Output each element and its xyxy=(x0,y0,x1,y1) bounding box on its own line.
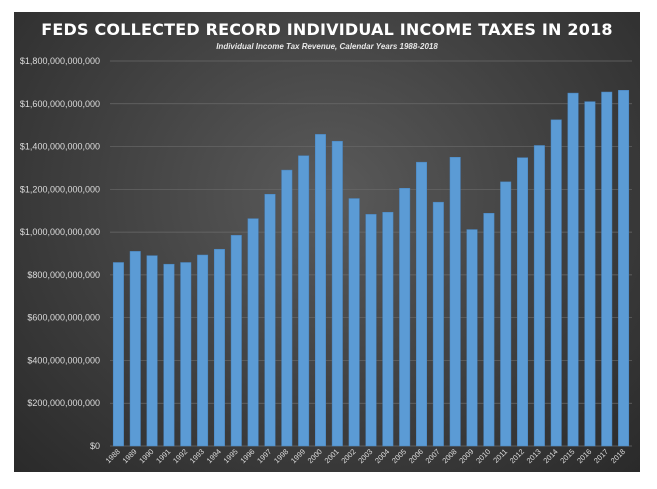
x-tick-label: 2000 xyxy=(306,447,324,465)
bar-2015 xyxy=(567,92,579,447)
bar-1991 xyxy=(163,263,175,447)
bar-1989 xyxy=(129,251,141,447)
bar-2010 xyxy=(483,213,495,447)
x-tick-label: 2003 xyxy=(356,447,374,465)
bar-2005 xyxy=(399,188,411,447)
x-tick-label: 2004 xyxy=(373,447,391,465)
x-tick-label: 2007 xyxy=(424,447,442,465)
x-tick-label: 2008 xyxy=(440,447,458,465)
x-tick-label: 1988 xyxy=(104,447,122,465)
x-tick-label: 1992 xyxy=(171,447,189,465)
y-tick-label: $200,000,000,000 xyxy=(27,398,100,408)
bar-2007 xyxy=(432,201,444,447)
bar-chart: $0 $200,000,000,000 $400,000,000,000 $600,0… xyxy=(20,56,632,465)
x-tick-label: 2001 xyxy=(323,447,341,465)
bar-2003 xyxy=(365,214,377,447)
y-tick-label: $1,800,000,000,000 xyxy=(20,56,100,66)
x-tick-label: 1989 xyxy=(121,447,139,465)
bar-1995 xyxy=(230,235,242,447)
x-axis-ticks: 1988198919901991199219931994199519961997… xyxy=(104,447,627,465)
x-tick-label: 1997 xyxy=(255,447,273,465)
bar-2013 xyxy=(533,145,545,447)
y-tick-label: $400,000,000,000 xyxy=(27,355,100,365)
y-tick-label: $1,600,000,000,000 xyxy=(20,99,100,109)
x-tick-label: 1995 xyxy=(222,447,240,465)
x-tick-label: 2013 xyxy=(525,447,543,465)
y-tick-label: $600,000,000,000 xyxy=(27,313,100,323)
bar-2014 xyxy=(550,119,562,447)
bar-2009 xyxy=(466,229,478,447)
bar-2002 xyxy=(348,198,360,447)
bar-2018 xyxy=(618,90,630,447)
bar-1997 xyxy=(264,194,276,447)
x-tick-label: 2018 xyxy=(609,447,627,465)
bar-1998 xyxy=(281,169,293,447)
x-tick-label: 1993 xyxy=(188,447,206,465)
bar-2001 xyxy=(331,140,343,447)
bar-1993 xyxy=(197,254,209,447)
bars xyxy=(112,90,630,447)
x-tick-label: 1999 xyxy=(289,447,307,465)
bar-2011 xyxy=(500,181,512,447)
bar-2004 xyxy=(382,211,394,447)
y-tick-label: $1,400,000,000,000 xyxy=(20,142,100,152)
x-tick-label: 2012 xyxy=(508,447,526,465)
y-tick-label: $0 xyxy=(90,441,100,451)
x-tick-label: 2005 xyxy=(390,447,408,465)
x-tick-label: 2011 xyxy=(491,447,509,465)
bar-2000 xyxy=(315,134,326,447)
x-tick-label: 2016 xyxy=(575,447,593,465)
chart-title: FEDS COLLECTED RECORD INDIVIDUAL INCOME … xyxy=(41,20,613,39)
x-tick-label: 2017 xyxy=(592,447,610,465)
bar-1999 xyxy=(298,155,310,447)
x-tick-label: 1991 xyxy=(154,447,172,465)
x-tick-label: 1994 xyxy=(205,447,223,465)
y-tick-label: $800,000,000,000 xyxy=(27,270,100,280)
chart-subtitle: Individual Income Tax Revenue, Calendar … xyxy=(216,42,438,51)
y-tick-label: $1,200,000,000,000 xyxy=(20,184,100,194)
x-tick-label: 2006 xyxy=(407,447,425,465)
bar-2008 xyxy=(449,157,461,447)
bar-1992 xyxy=(180,262,192,447)
bar-2012 xyxy=(517,157,529,447)
x-tick-label: 2010 xyxy=(474,447,492,465)
chart-frame: FEDS COLLECTED RECORD INDIVIDUAL INCOME … xyxy=(14,12,640,472)
bar-2006 xyxy=(416,161,427,447)
bar-1994 xyxy=(213,248,225,447)
x-tick-label: 1998 xyxy=(272,447,290,465)
x-tick-label: 2009 xyxy=(457,447,475,465)
x-tick-label: 2015 xyxy=(558,447,576,465)
bar-1988 xyxy=(112,262,124,447)
x-tick-label: 1990 xyxy=(137,447,155,465)
bar-1990 xyxy=(146,255,158,447)
x-tick-label: 1996 xyxy=(238,447,256,465)
x-tick-label: 2002 xyxy=(339,447,357,465)
bar-2016 xyxy=(584,101,596,447)
y-tick-label: $1,000,000,000,000 xyxy=(20,227,100,237)
y-axis-ticks: $0 $200,000,000,000 $400,000,000,000 $600,0… xyxy=(20,56,100,451)
x-tick-label: 2014 xyxy=(541,447,559,465)
bar-2017 xyxy=(601,91,613,447)
bar-1996 xyxy=(247,218,259,447)
